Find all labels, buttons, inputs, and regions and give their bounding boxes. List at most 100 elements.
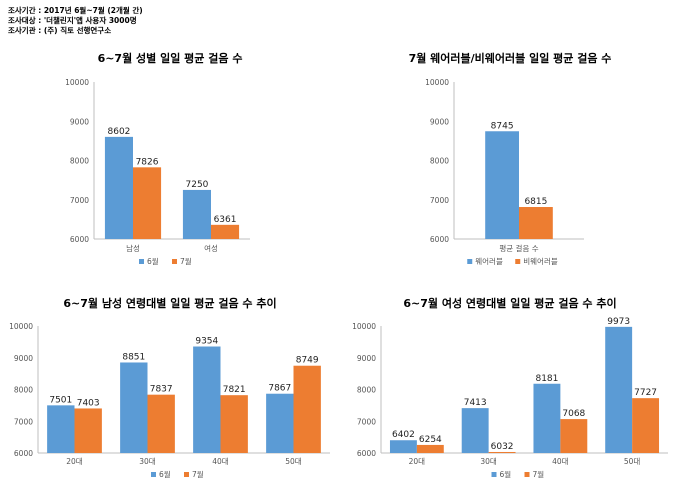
data-label: 6402 (392, 430, 415, 440)
data-label: 7403 (77, 398, 100, 408)
bar (47, 405, 75, 453)
bar (293, 365, 321, 453)
legend-swatch (184, 472, 189, 477)
legend-label: 7월 (533, 469, 545, 479)
bar (461, 408, 489, 453)
data-label: 6815 (524, 197, 547, 207)
bar (485, 131, 519, 239)
legend-swatch (515, 259, 521, 264)
bar (211, 224, 240, 239)
y-tick-label: 6000 (70, 235, 89, 244)
bar (193, 346, 221, 453)
y-tick-label: 10000 (9, 322, 33, 331)
data-label: 7867 (268, 384, 291, 394)
bar (182, 189, 211, 239)
male-age-steps-chart: 6~7월 남성 연령대별 일일 평균 걸음 수 추이 6000 7000 8000 90… (9, 296, 330, 479)
y-tick-label: 6000 (14, 449, 33, 458)
y-tick-label: 10000 (352, 322, 376, 331)
category-label: 20대 (409, 457, 426, 466)
y-tick-label: 9000 (14, 354, 33, 363)
category-label: 50대 (624, 457, 641, 466)
legend-label: 6월 (500, 469, 512, 479)
data-label: 8181 (535, 374, 558, 384)
category-label: 40대 (552, 457, 569, 466)
legend-label: 웨어러블 (475, 256, 503, 266)
y-tick-label: 8000 (14, 386, 33, 395)
y-tick-label: 7000 (357, 417, 376, 426)
data-label: 7837 (150, 385, 173, 395)
data-label: 8851 (122, 352, 145, 362)
data-label: 6032 (491, 442, 514, 452)
y-tick-label: 9000 (70, 117, 89, 126)
legend-swatch (172, 259, 177, 264)
category-label: 20대 (66, 457, 83, 466)
legend-label: 6월 (147, 256, 159, 266)
survey-info: 조사기간 : 2017년 6월~7월 (2개월 간) 조사대상 : '더챌린지'… (8, 6, 143, 36)
category-label: 40대 (212, 457, 229, 466)
y-tick-label: 8000 (70, 157, 89, 166)
bar (147, 394, 175, 453)
data-label: 7413 (464, 398, 487, 408)
data-label: 7501 (49, 395, 72, 405)
data-label: 6361 (214, 215, 237, 225)
y-tick-label: 6000 (430, 235, 449, 244)
bar (133, 167, 162, 239)
category-label: 50대 (285, 457, 302, 466)
survey-period: 조사기간 : 2017년 6월~7월 (2개월 간) (8, 6, 143, 15)
legend-label: 비웨어러블 (523, 256, 558, 266)
data-label: 7826 (136, 157, 159, 167)
legend-swatch (467, 259, 473, 264)
bar (560, 419, 588, 453)
legend-swatch (491, 472, 497, 477)
category-label: 남성 (126, 244, 140, 253)
legend-swatch (151, 472, 156, 477)
female-age-steps-chart: 6~7월 여성 연령대별 일일 평균 걸음 수 추이 6000 7000 8000 90… (352, 296, 668, 479)
y-tick-label: 6000 (357, 449, 376, 458)
y-tick-label: 9000 (430, 117, 449, 126)
category-label: 평균 걸음 수 (499, 243, 538, 253)
y-tick-label: 9000 (357, 354, 376, 363)
category-label: 여성 (204, 243, 218, 253)
wearable-steps-chart: 7월 웨어러블/비웨어러블 일일 평균 걸음 수 6000 7000 8000 9000… (409, 51, 612, 266)
bar (632, 398, 660, 453)
bar (519, 207, 553, 239)
data-label: 7727 (634, 388, 657, 398)
data-label: 7821 (223, 385, 246, 395)
bar (389, 440, 417, 453)
y-tick-label: 7000 (430, 196, 449, 205)
category-label: 30대 (139, 457, 156, 466)
data-label: 9354 (195, 337, 218, 347)
legend-label: 7월 (192, 469, 204, 479)
bar (416, 444, 444, 453)
data-label: 7068 (562, 409, 585, 419)
gender-steps-chart: 6~7월 성별 일일 평균 걸음 수 6000 7000 8000 9000 10000 8… (65, 51, 250, 266)
bar (220, 395, 248, 453)
y-tick-label: 7000 (70, 196, 89, 205)
data-label: 6254 (419, 435, 442, 445)
data-label: 8749 (296, 356, 319, 366)
bar (266, 393, 294, 453)
legend-swatch (139, 259, 144, 264)
chart-title: 6~7월 성별 일일 평균 걸음 수 (98, 51, 243, 65)
bar (104, 136, 133, 239)
legend-label: 7월 (180, 256, 192, 266)
chart-title: 7월 웨어러블/비웨어러블 일일 평균 걸음 수 (409, 51, 612, 65)
chart-title: 6~7월 여성 연령대별 일일 평균 걸음 수 추이 (403, 296, 616, 310)
bar (533, 383, 561, 453)
bar (120, 362, 148, 453)
survey-target: 조사대상 : '더챌린지'앱 사용자 3000명 (8, 16, 137, 25)
data-label: 8602 (108, 127, 131, 137)
data-label: 8745 (491, 121, 514, 131)
y-tick-label: 10000 (65, 78, 89, 87)
bar (488, 451, 516, 453)
category-label: 30대 (480, 457, 497, 466)
chart-title: 6~7월 남성 연령대별 일일 평균 걸음 수 추이 (63, 296, 276, 310)
legend-label: 6월 (159, 469, 171, 479)
bar (605, 326, 633, 453)
y-tick-label: 8000 (357, 386, 376, 395)
y-tick-label: 7000 (14, 417, 33, 426)
legend-swatch (524, 472, 530, 477)
data-label: 9973 (607, 317, 630, 327)
survey-organization: 조사기관 : (주) 직토 선행연구소 (8, 26, 112, 35)
data-label: 7250 (186, 180, 209, 190)
